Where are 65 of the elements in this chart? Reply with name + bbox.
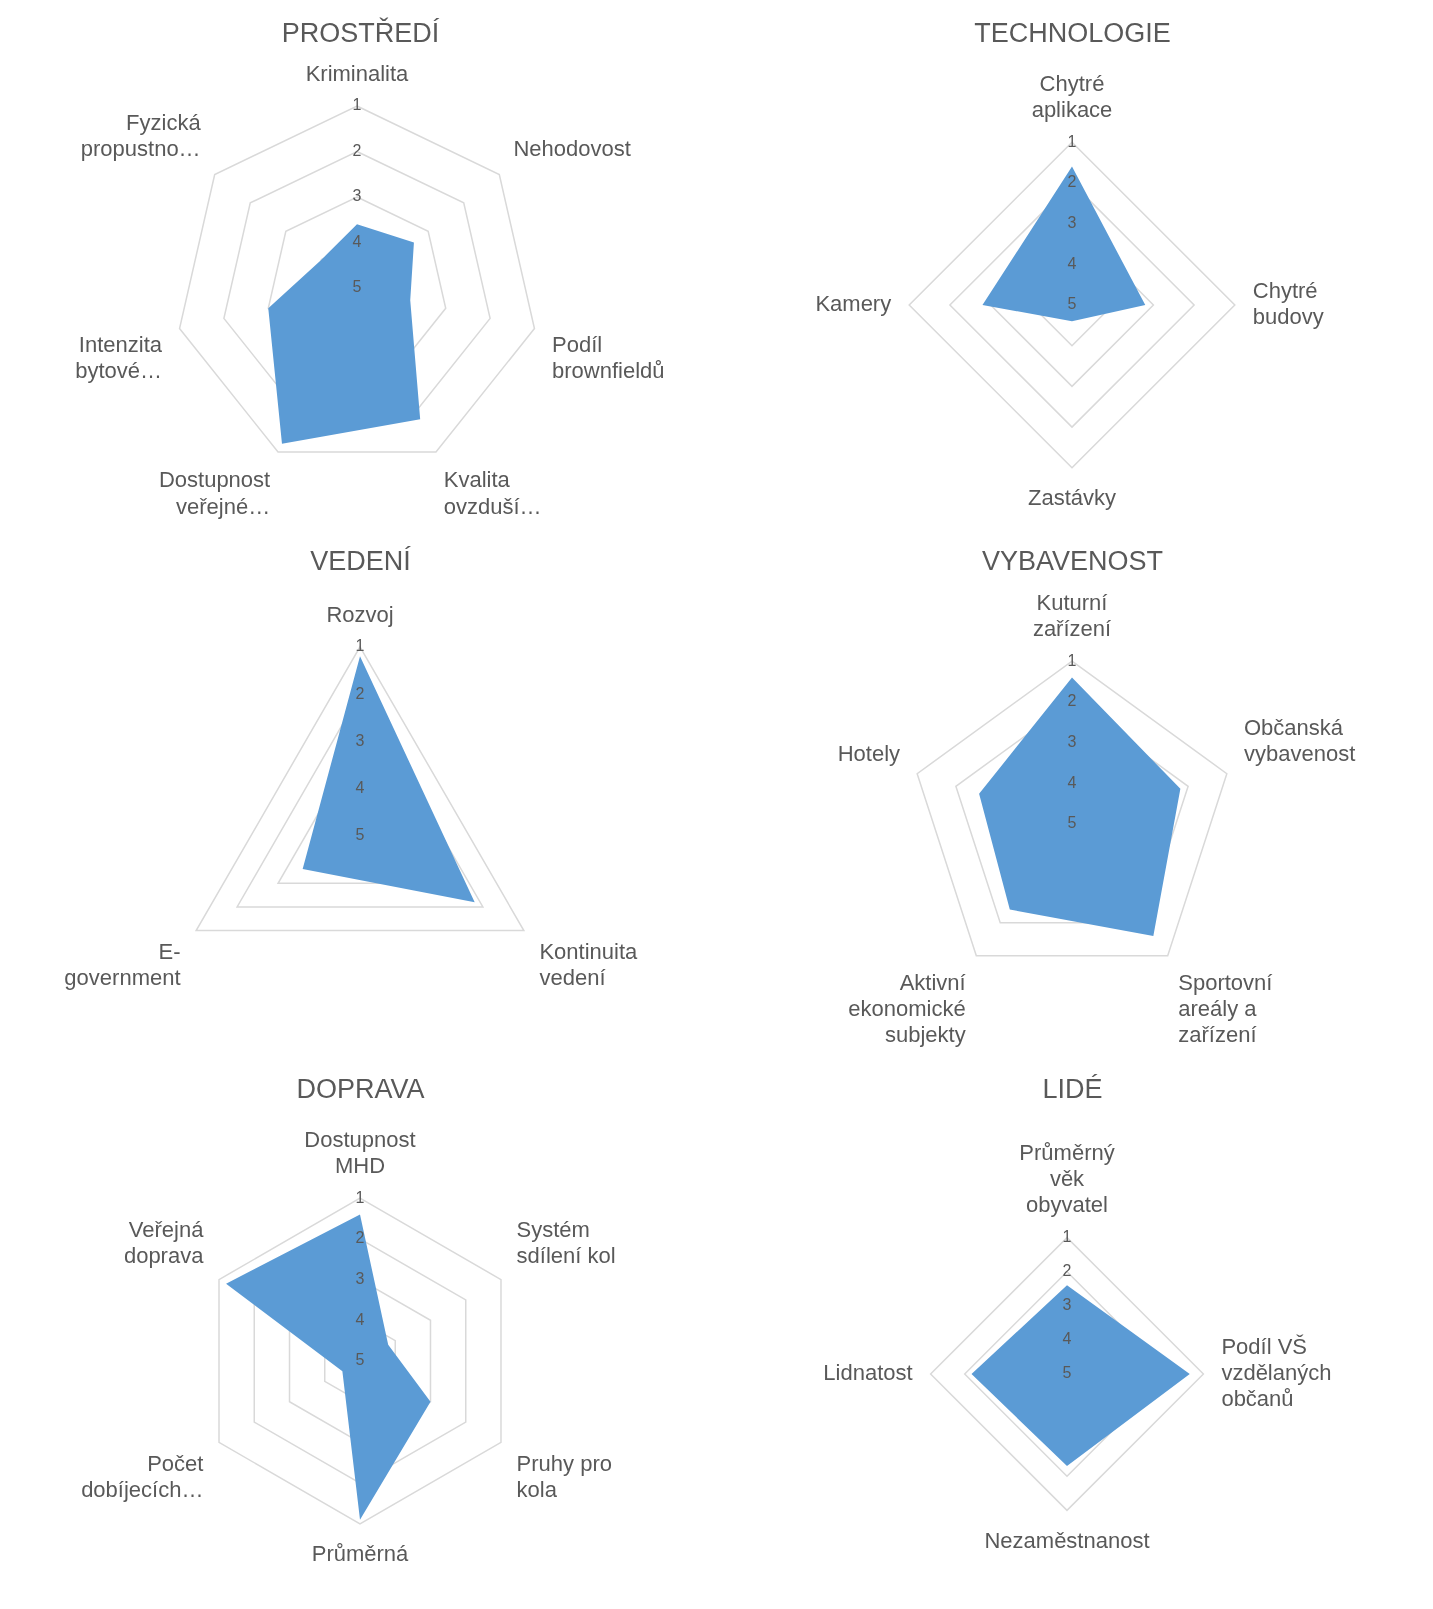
- y-tick-label: 2: [1067, 692, 1077, 710]
- y-tick-label: 3: [355, 1270, 365, 1288]
- y-tick-label: 3: [1067, 214, 1077, 232]
- spoke-label: Nehodovost: [513, 136, 631, 162]
- spoke-label: Průměrný věk obyvatel: [1019, 1139, 1115, 1218]
- spoke-label: Zastávky: [1027, 485, 1117, 511]
- y-tick-label: 4: [352, 232, 362, 250]
- spoke-label: Průměrná: [311, 1541, 410, 1567]
- y-tick-label: 1: [1067, 651, 1077, 669]
- y-tick-label: 5: [355, 1351, 365, 1369]
- y-tick-label: 4: [355, 1310, 365, 1328]
- spoke-label: Lidnatost: [823, 1360, 913, 1386]
- spoke-label: E- government: [64, 938, 181, 991]
- spoke-label: Občanská vybavenost: [1243, 714, 1356, 766]
- y-tick-label: 2: [1062, 1262, 1072, 1280]
- chart-title: VYBAVENOST: [981, 545, 1164, 576]
- y-tick-label: 5: [1062, 1364, 1072, 1382]
- chart-title: VEDENÍ: [310, 545, 412, 576]
- chart-title: DOPRAVA: [296, 1073, 425, 1104]
- spoke-label: Počet dobíjecích…: [81, 1450, 204, 1503]
- chart-title: TECHNOLOGIE: [974, 17, 1171, 48]
- y-tick-label: 5: [1067, 295, 1077, 313]
- y-tick-label: 5: [352, 278, 362, 296]
- y-tick-label: 1: [355, 1188, 365, 1206]
- spoke-label: Fyzická propustno…: [80, 109, 202, 162]
- chart-title: LIDÉ: [1042, 1073, 1103, 1104]
- chart-title: PROSTŘEDÍ: [281, 16, 440, 48]
- spoke-label: Podíl brownfieldů: [552, 331, 665, 384]
- spoke-label: Sportovní areály a zařízení: [1178, 969, 1273, 1048]
- y-tick-label: 3: [1067, 733, 1077, 751]
- spoke-label: Kamery: [815, 291, 892, 317]
- y-tick-label: 3: [1062, 1296, 1072, 1314]
- y-tick-label: 2: [1067, 173, 1077, 191]
- y-tick-label: 3: [355, 731, 365, 749]
- y-tick-label: 1: [352, 96, 362, 114]
- spoke-label: Hotely: [837, 740, 901, 766]
- spoke-label: Dostupnost MHD: [304, 1126, 416, 1179]
- y-tick-label: 5: [355, 826, 365, 844]
- spoke-label: Kontinuita vedení: [539, 938, 639, 991]
- y-tick-label: 4: [355, 779, 365, 797]
- spoke-label: Podíl VŠ vzdělaných občanů: [1221, 1333, 1332, 1412]
- y-tick-label: 1: [1067, 132, 1077, 150]
- y-tick-label: 4: [1067, 254, 1077, 272]
- spoke-label: Aktivní ekonomické subjekty: [848, 969, 966, 1048]
- y-tick-label: 1: [355, 637, 365, 655]
- spoke-label: Nezaměstnanost: [984, 1527, 1150, 1553]
- y-tick-label: 2: [355, 1229, 365, 1247]
- spoke-label: Dostupnost veřejné…: [158, 467, 271, 519]
- spoke-label: Pruhy pro kola: [516, 1450, 612, 1503]
- y-tick-label: 2: [355, 684, 365, 702]
- spoke-label: Kvalita ovzduší…: [443, 467, 542, 519]
- spoke-label: Veřejná doprava: [123, 1217, 205, 1269]
- y-tick-label: 4: [1062, 1330, 1072, 1348]
- y-tick-label: 5: [1067, 814, 1077, 832]
- spoke-label: Kuturní zařízení: [1032, 589, 1112, 642]
- spoke-label: Intenzita bytové…: [75, 331, 163, 384]
- spoke-label: Chytré budovy: [1252, 277, 1324, 330]
- y-tick-label: 2: [352, 141, 362, 159]
- y-tick-label: 4: [1067, 773, 1077, 791]
- spoke-label: Kriminalita: [305, 60, 410, 86]
- spoke-label: Rozvoj: [326, 601, 394, 627]
- spoke-label: Systém sdílení kol: [516, 1217, 616, 1269]
- y-tick-label: 1: [1062, 1228, 1072, 1246]
- y-tick-label: 3: [352, 187, 362, 205]
- spoke-label: Chytré aplikace: [1031, 70, 1113, 123]
